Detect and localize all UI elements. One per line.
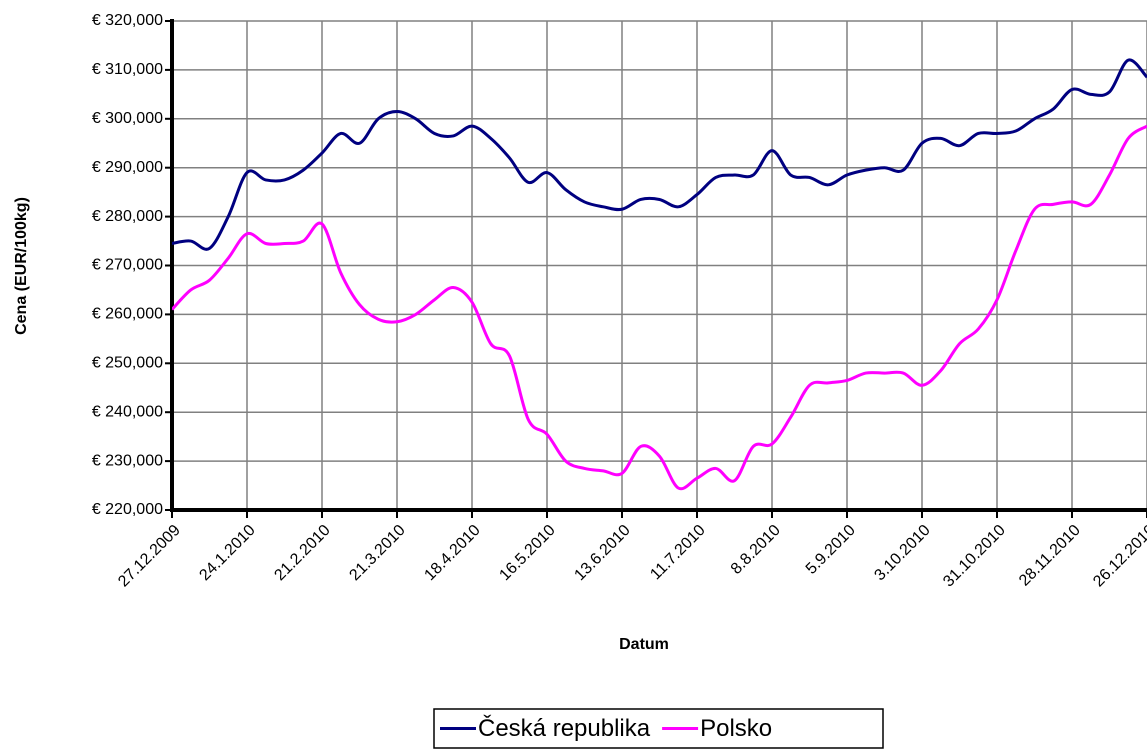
y-tick-label: € 250,000 [92,355,163,372]
legend-label: Česká republika [478,714,651,742]
x-tick-label: 18.4.2010 [421,522,483,584]
y-tick-label: € 270,000 [92,257,163,274]
y-tick-label: € 240,000 [92,403,163,420]
x-tick-label: 16.5.2010 [496,522,558,584]
x-axis-title: Datum [619,636,669,653]
x-tick-label: 24.1.2010 [196,522,258,584]
x-tick-label: 5.9.2010 [803,522,859,578]
x-tick-label: 26.12.2010 [1090,522,1147,591]
x-tick-label: 27.12.2009 [115,522,184,591]
y-tick-label: € 260,000 [92,306,163,323]
x-tick-label: 3.10.2010 [871,522,933,584]
series-line [172,124,1147,491]
y-tick-label: € 320,000 [92,12,163,29]
x-tick-label: 8.8.2010 [728,522,784,578]
y-tick-label: € 300,000 [92,110,163,127]
legend-label: Polsko [700,715,772,742]
y-tick-label: € 230,000 [92,452,163,469]
x-tick-label: 21.3.2010 [346,522,408,584]
x-tick-label: 11.7.2010 [647,522,709,584]
y-tick-label: € 290,000 [92,159,163,176]
y-axis-title: Cena (EUR/100kg) [13,197,30,335]
x-tick-label: 13.6.2010 [571,522,633,584]
x-tick-label: 21.2.2010 [271,522,333,584]
x-tick-label: 28.11.2010 [1016,522,1084,590]
y-tick-label: € 310,000 [92,61,163,78]
legend-box [433,708,884,749]
y-tick-label: € 220,000 [92,501,163,518]
series-line [172,58,1147,251]
x-tick-label: 31.10.2010 [940,522,1009,591]
y-tick-label: € 280,000 [92,208,163,225]
